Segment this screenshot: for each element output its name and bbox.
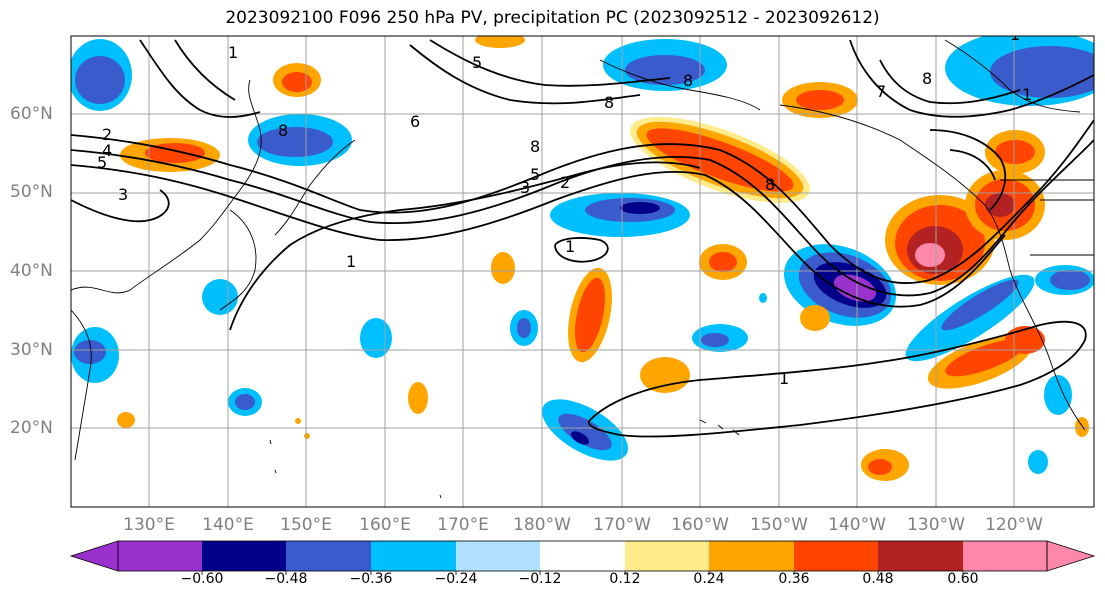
map-panel: 1 2 4 5 3 8 1 6 5 8 8 7 8 5 3 2 8 1 1 1 … [70,25,1095,508]
colorbar-tick-label: −0.24 [434,571,478,587]
contour-label: 2 [102,125,112,144]
colorbar-tick-label: −0.48 [264,571,308,587]
lon-label: 160°W [671,515,729,535]
contour-label: 8 [765,175,775,194]
colorbar-segment [625,541,709,571]
contour-label: 1 [1010,25,1020,44]
lon-label: 140°W [828,515,886,535]
contour-label: 1 [565,237,575,256]
precip-shading [71,36,1094,481]
contour-label: 7 [876,82,886,101]
contour-label: 1 [228,43,238,62]
colorbar-tick-label: −0.12 [518,571,562,587]
contour-label: 5 [97,153,107,172]
lat-label: 50°N [10,182,53,202]
lat-label: 30°N [10,340,53,360]
lon-label: 180°W [513,515,571,535]
contour-label: 8 [278,121,288,140]
lon-label: 130°W [907,515,965,535]
contour-label: 6 [410,112,420,131]
lon-label: 120°W [985,515,1043,535]
lon-label: 170°W [593,515,651,535]
colorbar-segment [286,541,371,571]
lon-label: 140°E [202,515,254,535]
colorbar-tick-label: 0.24 [693,571,725,587]
lon-label: 150°W [750,515,808,535]
colorbar-extend-low [69,540,119,572]
colorbar-segment [202,541,286,571]
contour-label: 8 [683,71,693,90]
contour-label: 3 [520,178,530,197]
colorbar-tick-label: −0.60 [180,571,224,587]
contour-label: 8 [604,93,614,112]
lat-label: 40°N [10,261,53,281]
colorbar-segment [118,541,202,571]
colorbar-segment [371,541,456,571]
pv-contours [71,39,1094,438]
contour-labels: 1 2 4 5 3 8 1 6 5 8 8 7 8 5 3 2 8 1 1 1 … [97,25,1032,388]
lat-label: 20°N [10,418,53,438]
colorbar-segment [709,541,794,571]
colorbar-tick-label: 0.48 [862,571,894,587]
contour-label: 1 [1022,85,1032,104]
lon-label: 150°E [280,515,332,535]
map-title: 2023092100 F096 250 hPa PV, precipitatio… [225,8,880,28]
contour-label: 5 [530,165,540,184]
lat-label: 60°N [10,104,53,124]
lon-label: 170°E [437,515,489,535]
colorbar-segment [963,541,1047,571]
contour-label: 8 [922,69,932,88]
contour-label: 8 [530,137,540,156]
contour-label: 1 [779,369,789,388]
colorbar-tick-label: 0.36 [778,571,810,587]
contour-label: 2 [560,173,570,192]
colorbar-segment [794,541,878,571]
colorbar-segment [540,541,625,571]
lon-label: 130°E [123,515,175,535]
colorbar-tick-label: 0.60 [947,571,979,587]
colorbar-tick-label: 0.12 [609,571,641,587]
contour-label: 1 [346,252,356,271]
colorbar-extend-high [1046,540,1096,572]
colorbar-segment [456,541,540,571]
contour-label: 3 [118,185,128,204]
contour-label: 5 [472,53,482,72]
colorbar-segment [878,541,963,571]
contour-label: 4 [102,141,112,160]
lon-label: 160°E [359,515,411,535]
colorbar-tick-label: −0.36 [349,571,393,587]
